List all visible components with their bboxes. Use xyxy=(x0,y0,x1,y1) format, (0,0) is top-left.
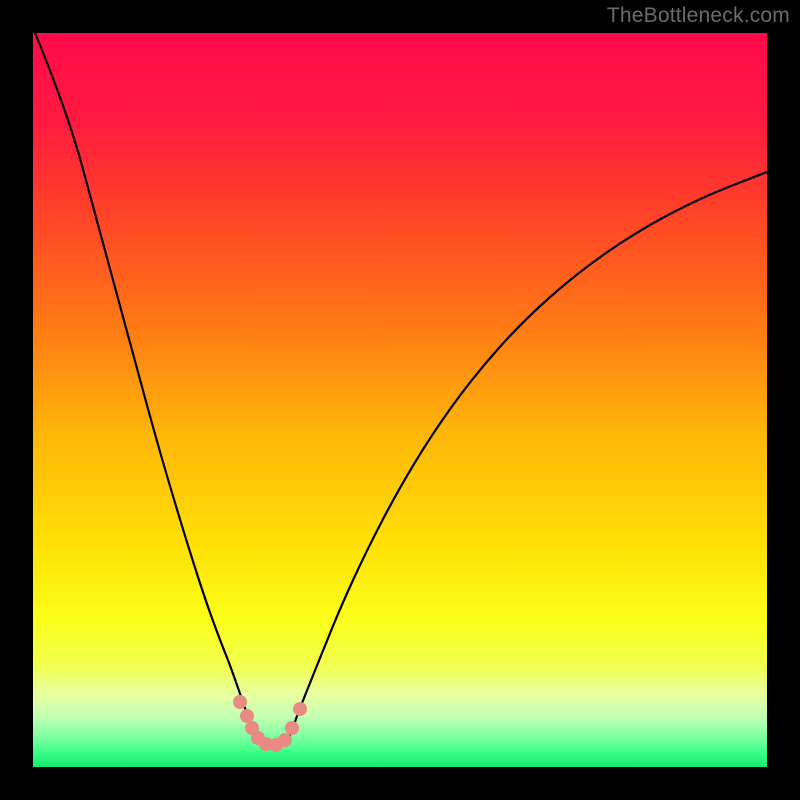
plot-area xyxy=(33,33,767,767)
watermark-label: TheBottleneck.com xyxy=(607,4,790,28)
marker-dot xyxy=(233,695,247,709)
marker-dot xyxy=(278,733,292,747)
chart-stage: TheBottleneck.com xyxy=(0,0,800,800)
marker-dot xyxy=(285,721,299,735)
markers-layer xyxy=(0,0,800,800)
marker-dot xyxy=(293,702,307,716)
